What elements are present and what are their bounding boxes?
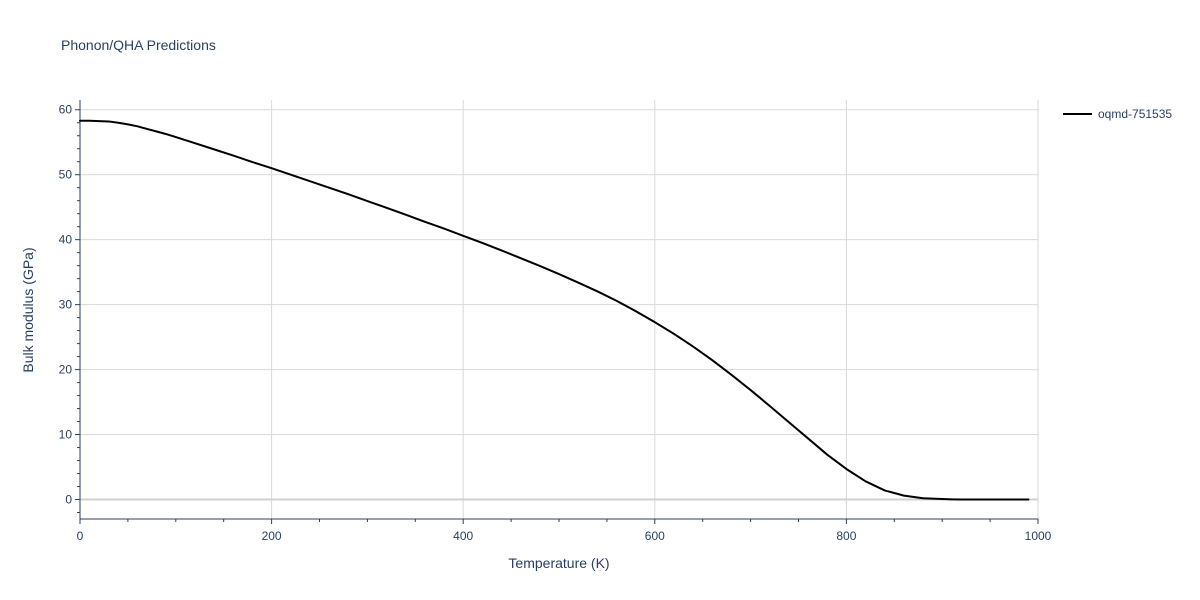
- y-tick-label-50: 50: [59, 168, 73, 182]
- y-tick-label-60: 60: [59, 103, 73, 117]
- y-tick-label-30: 30: [59, 298, 73, 312]
- x-tick-label-200: 200: [262, 529, 282, 543]
- x-axis-title: Temperature (K): [508, 555, 609, 571]
- x-tick-label-0: 0: [77, 529, 84, 543]
- series-line-oqmd-751535[interactable]: [79, 119, 1030, 501]
- y-tick-label-10: 10: [59, 428, 73, 442]
- grid-layer: [80, 100, 1039, 519]
- x-tick-label-800: 800: [836, 529, 856, 543]
- y-tick-label-0: 0: [65, 493, 72, 507]
- chart-title: Phonon/QHA Predictions: [61, 37, 216, 53]
- y-axis-title: Bulk modulus (GPa): [20, 247, 36, 372]
- y-tick-label-40: 40: [59, 233, 73, 247]
- legend-label-oqmd-751535: oqmd-751535: [1098, 107, 1172, 121]
- y-tick-label-20: 20: [59, 363, 73, 377]
- axes-layer: 0 200 400 600 800 1000 0 10 20 30 40 50 60: [59, 100, 1052, 543]
- x-tick-label-400: 400: [453, 529, 473, 543]
- legend[interactable]: oqmd-751535: [1063, 107, 1172, 121]
- x-tick-label-600: 600: [645, 529, 665, 543]
- series-layer: [79, 119, 1030, 501]
- x-tick-label-1000: 1000: [1025, 529, 1052, 543]
